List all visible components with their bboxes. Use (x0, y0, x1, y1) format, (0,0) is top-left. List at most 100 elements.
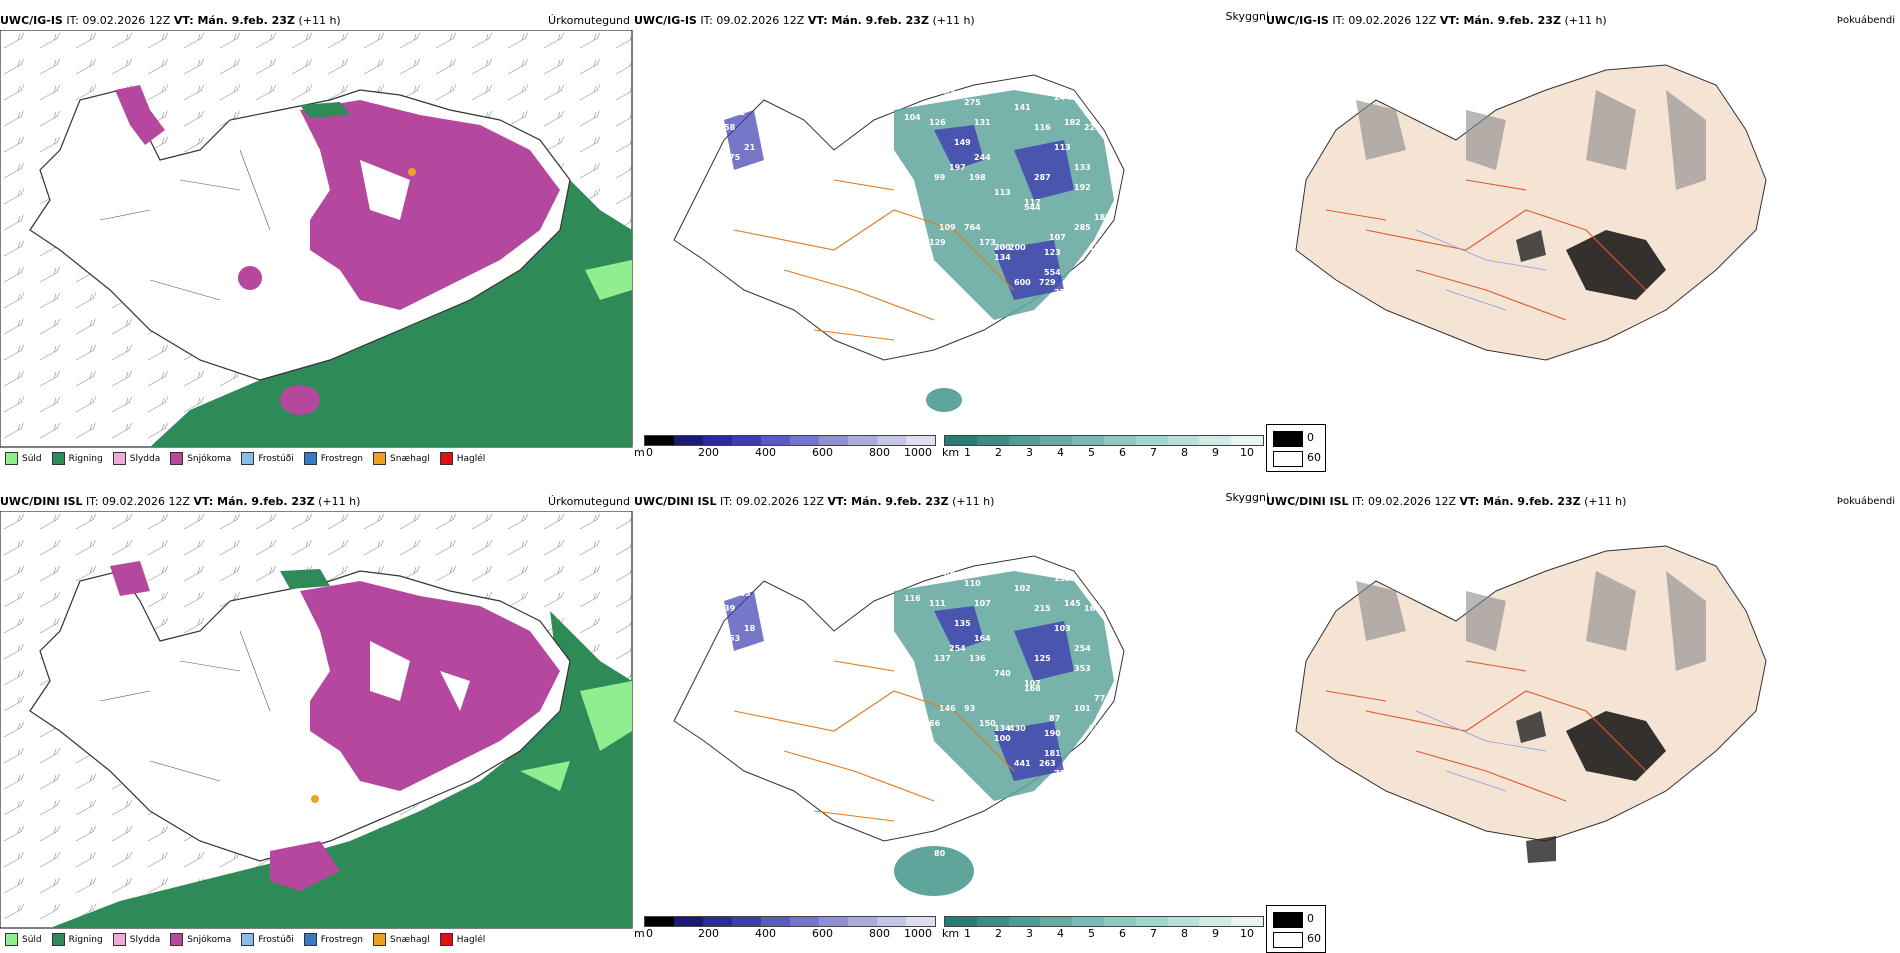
visibility-value-label: 58 (714, 574, 726, 583)
legend-swatch (303, 452, 317, 465)
visibility-value-label: 77 (764, 539, 775, 548)
legend-label: Rigning (68, 934, 103, 945)
legend-item: Slydda (112, 452, 160, 465)
visibility-value-label: 110 (964, 579, 981, 588)
legend-swatch (373, 452, 387, 465)
cloud-base-tick: 0 (646, 446, 653, 459)
legend-item: Frostúði (241, 933, 294, 946)
legend-item: Súld (5, 933, 42, 946)
model-name: UWC/DINI ISL (0, 495, 83, 508)
visibility-tick: 3 (1026, 446, 1033, 459)
visibility-map: 188 1028062582115751751041268327514924419… (673, 58, 1125, 412)
cloud-base-tick: 200 (698, 927, 719, 940)
visibility-tick: 5 (1088, 446, 1095, 459)
visibility-value-label: 107 (1049, 233, 1066, 242)
visibility-tick: 3 (1026, 927, 1033, 940)
legend-label: Rigning (68, 453, 103, 464)
legend-swatch (51, 933, 65, 946)
legend-label: Snæhagl (390, 934, 430, 945)
visibility-value-label: 117 (1024, 198, 1041, 207)
visibility-value-label: 80 (714, 93, 726, 102)
cloud-base-tick: 600 (812, 446, 833, 459)
visibility-value-label: 215 (1034, 604, 1051, 613)
fog-legend-swatch (1273, 912, 1303, 928)
visibility-value-label: 383 (1019, 313, 1036, 322)
fog-legend-label: 0 (1307, 431, 1314, 444)
visibility-tick: 4 (1057, 927, 1064, 940)
visibility-value-label: 18 (744, 624, 756, 633)
visibility-value-label: 263 (1039, 759, 1056, 768)
visibility-value-label: 53 (729, 634, 740, 643)
visibility-colorbar (944, 435, 1264, 446)
fog-legend-swatch (1273, 451, 1303, 467)
visibility-value-label: 190 (1044, 729, 1061, 738)
cloud-base-tick: 1000 (904, 446, 932, 459)
visibility-value-label: 285 (1074, 223, 1091, 232)
fog-panel-row1: UWC/DINI ISL IT: 09.02.2026 12Z VT: Mán.… (1266, 493, 1900, 953)
visibility-unit: km (942, 446, 960, 459)
issue-time: IT: 09.02.2026 12Z (720, 495, 825, 508)
visibility-value-label: 135 (954, 619, 971, 628)
legend-item: Slydda (112, 933, 160, 946)
visibility-value-label: 729 (1039, 278, 1056, 287)
visibility-tick: 10 (1240, 446, 1254, 459)
visibility-tick: 4 (1057, 446, 1064, 459)
visibility-value-label: 73 (1089, 724, 1100, 733)
precip-title: Úrkomutegund (548, 495, 630, 508)
visibility-tick: 7 (1150, 446, 1157, 459)
visibility-value-label: 102 (1014, 584, 1031, 593)
visibility-value-label: 126 (929, 118, 946, 127)
visibility-value-label: 192 (1089, 243, 1106, 252)
visibility-value-label: 62 (734, 108, 745, 117)
legend-label: Snjókoma (187, 934, 232, 945)
lead-time: (+11 h) (298, 14, 341, 27)
legend-swatch (439, 933, 453, 946)
legend-swatch (170, 452, 184, 465)
legend-swatch (5, 452, 18, 465)
cloud-base-colorbar (644, 435, 936, 446)
legend-label: Snæhagl (390, 453, 430, 464)
issue-time: IT: 09.02.2026 12Z (700, 14, 805, 27)
visibility-value-label: 133 (1074, 163, 1091, 172)
visibility-value-label: 102 (764, 58, 781, 67)
visibility-value-label: 172 (1019, 794, 1036, 803)
issue-time: IT: 09.02.2026 12Z (86, 495, 191, 508)
visibility-value-label: 200 (994, 243, 1011, 252)
visibility-value-label: 58 (724, 123, 736, 132)
visibility-value-label: 150 (979, 719, 996, 728)
legend-item: Haglél (439, 933, 486, 946)
visibility-panel-row1: UWC/DINI ISL IT: 09.02.2026 12Z VT: Mán.… (634, 491, 1269, 946)
visibility-value-label: 99 (934, 173, 946, 182)
cloud-base-unit: m (634, 446, 645, 459)
visibility-value-label: 275 (964, 98, 981, 107)
visibility-value-label: 287 (1034, 173, 1051, 182)
legend-label: Frostúði (258, 453, 294, 464)
visibility-tick: 9 (1212, 446, 1219, 459)
fog-panel-row0: UWC/IG-IS IT: 09.02.2026 12Z VT: Mán. 9.… (1266, 12, 1900, 472)
legend-label: Haglél (456, 934, 486, 945)
visibility-value-label: 145 (1064, 599, 1081, 608)
visibility-value-label: 104 (904, 113, 921, 122)
legend-swatch (241, 933, 255, 946)
legend-label: Súld (22, 934, 42, 945)
legend-swatch (241, 452, 255, 465)
lead-time: (+11 h) (1584, 495, 1627, 508)
legend-swatch (112, 452, 126, 465)
visibility-value-label: 134 (994, 253, 1011, 262)
visibility-value-label: 93 (719, 659, 730, 668)
cloud-base-colorbar (644, 916, 936, 927)
visibility-tick: 7 (1150, 927, 1157, 940)
visibility-value-label: 109 (939, 223, 956, 232)
visibility-value-label: 178 (934, 368, 951, 377)
visibility-value-label: 182 (1064, 118, 1081, 127)
precip-panel-row1: UWC/DINI ISL IT: 09.02.2026 12Z VT: Mán.… (0, 493, 633, 946)
visibility-value-label: 129 (929, 238, 946, 247)
visibility-value-label: 75 (729, 153, 741, 162)
visibility-value-label: 353 (1074, 664, 1091, 673)
visibility-value-label: 83 (944, 88, 955, 97)
visibility-value-label: 146 (939, 704, 956, 713)
visibility-tick: 1 (964, 446, 971, 459)
legend-item: Snæhagl (373, 933, 430, 946)
fog-legend-swatch (1273, 431, 1303, 447)
